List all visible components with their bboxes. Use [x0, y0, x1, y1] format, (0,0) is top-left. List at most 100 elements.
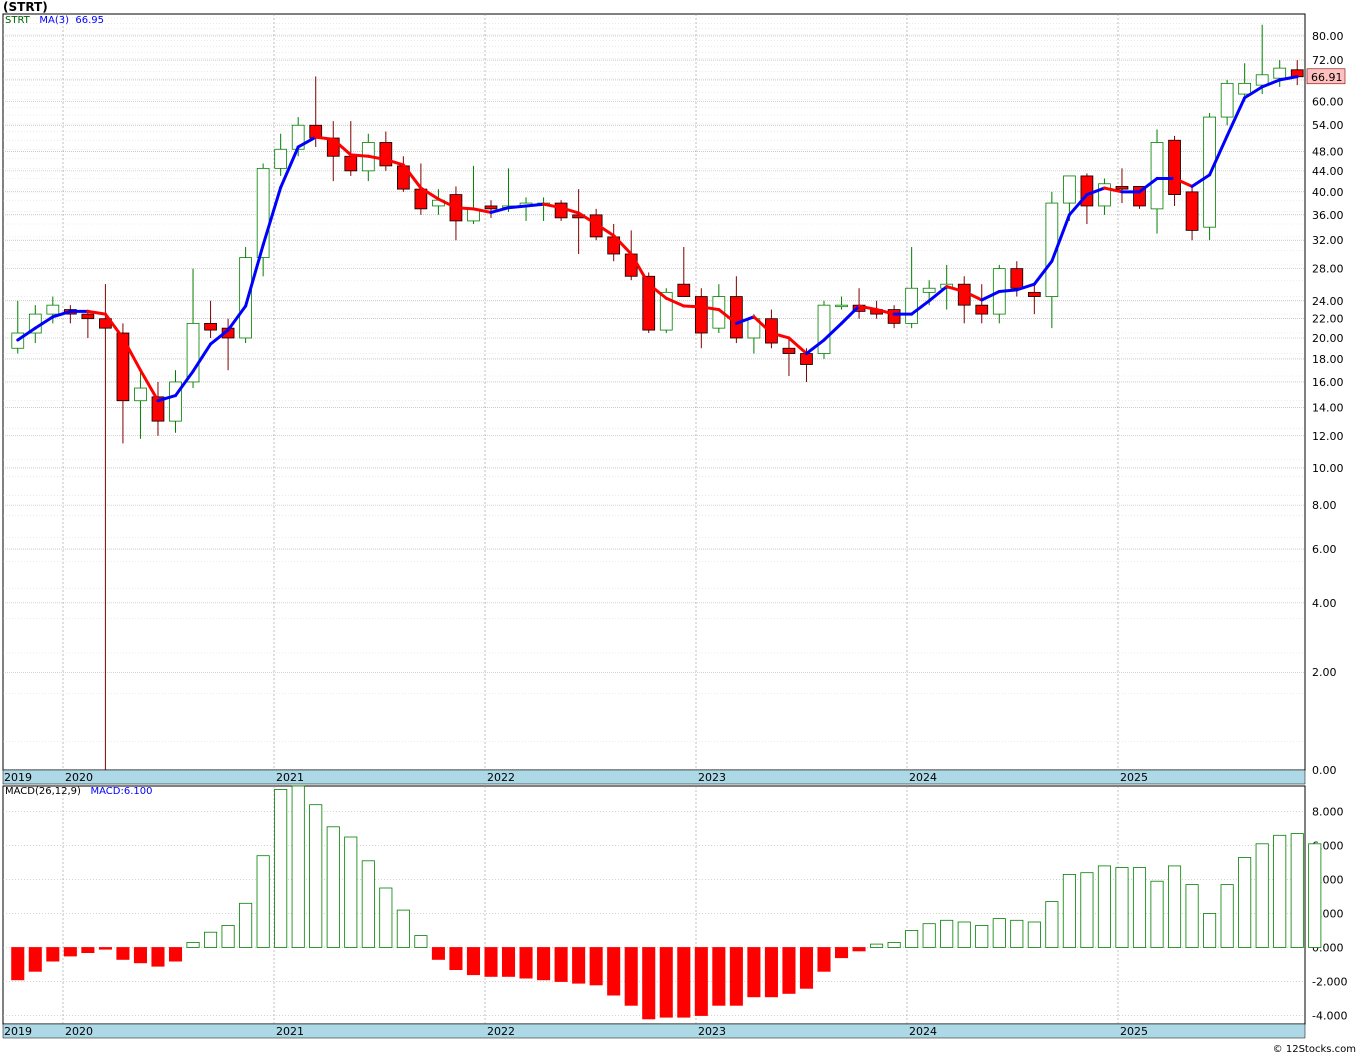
macd-x-tick-label: 2023 — [698, 1025, 726, 1038]
price-tick-label: 20.00 — [1312, 332, 1344, 345]
macd-bar — [326, 826, 340, 948]
price-tick-label: 44.00 — [1312, 165, 1344, 178]
price-legend: STRT MA(3) 66.95 — [5, 15, 104, 26]
candle-body — [1168, 139, 1181, 195]
price-tick-label: 4.00 — [1312, 597, 1337, 610]
price-x-axis-band — [2, 769, 1306, 785]
candle-body — [1220, 82, 1234, 118]
price-tick-label: 12.00 — [1312, 430, 1344, 443]
macd-bar — [799, 947, 814, 989]
macd-bar — [46, 947, 60, 962]
candle — [46, 296, 60, 324]
candle — [1273, 60, 1287, 87]
candle — [1185, 186, 1199, 241]
macd-bar — [817, 947, 831, 972]
ma-line-segment — [1278, 75, 1299, 82]
ma-legend-label: MA(3) — [39, 15, 69, 26]
macd-bar — [1080, 872, 1094, 948]
price-tick-label: 10.00 — [1312, 462, 1344, 475]
candle-body — [169, 381, 182, 422]
price-tick-label: 24.00 — [1312, 295, 1344, 308]
price-tick-label: 32.00 — [1312, 234, 1344, 247]
price-panel-frame — [2, 13, 1306, 771]
macd-bar — [466, 947, 481, 976]
price-tick-label: 0.00 — [1312, 764, 1337, 777]
ma-line-segment — [577, 211, 598, 226]
ma-line-segment — [980, 290, 1001, 302]
ma-line-segment — [927, 285, 949, 303]
macd-bar — [256, 855, 270, 948]
candle-body — [81, 313, 95, 320]
ma-line-segment — [875, 308, 896, 316]
macd-bar — [81, 947, 95, 953]
candle-body — [1063, 175, 1076, 204]
candle-body — [1185, 191, 1199, 231]
candle — [694, 288, 708, 349]
macd-bar — [98, 947, 112, 950]
candle — [659, 288, 673, 334]
macd-bar — [11, 947, 25, 981]
ma-line-segment — [156, 394, 178, 403]
candle-body — [677, 283, 691, 297]
ma-line-segment — [1015, 282, 1036, 292]
price-tick-label: 36.00 — [1312, 209, 1344, 222]
candle — [239, 247, 252, 344]
candle — [1115, 168, 1129, 204]
macd-bar — [624, 947, 638, 1006]
price-gridlines — [3, 17, 1305, 771]
candle-body — [46, 304, 60, 315]
candle — [204, 300, 217, 338]
candle-body — [782, 347, 796, 354]
candle-body — [1238, 82, 1252, 95]
macd-bar — [572, 947, 586, 984]
ma-line-segment — [86, 309, 107, 316]
macd-bar — [116, 947, 130, 960]
credit-label: © 12Stocks.com — [1272, 1044, 1356, 1055]
ma-line-segment — [962, 290, 984, 302]
macd-bar — [677, 947, 691, 1018]
macd-x-tick-label: 2020 — [65, 1025, 93, 1038]
macd-bar — [309, 804, 323, 948]
price-tick-label: 60.00 — [1312, 96, 1344, 109]
candle-body — [589, 214, 603, 238]
candle — [1220, 79, 1234, 126]
ma-line-segment — [524, 202, 546, 208]
price-tick-label: 80.00 — [1312, 30, 1344, 43]
ma-line-segment — [1208, 134, 1229, 177]
macd-bar — [449, 947, 463, 971]
ma-line-segment — [647, 282, 668, 300]
ma-line-segment — [191, 342, 213, 373]
candle-body — [116, 332, 130, 402]
ma-line-segment — [51, 309, 72, 319]
ma-line-segment — [279, 145, 300, 189]
candle — [975, 284, 989, 324]
price-tick-label: 40.00 — [1312, 186, 1344, 199]
macd-bar — [396, 909, 410, 948]
macd-bar — [1045, 901, 1059, 948]
macd-x-tick-label: 2022 — [487, 1025, 515, 1038]
ma-line-segment — [226, 304, 248, 332]
candle — [116, 323, 130, 444]
candle-body — [1255, 74, 1269, 86]
macd-bar — [834, 947, 849, 959]
macd-x-tick-label: 2019 — [4, 1025, 32, 1038]
macd-bar — [186, 942, 200, 948]
macd-bar — [1308, 843, 1322, 948]
ma-legend-value: 66.95 — [75, 15, 104, 26]
macd-bar — [484, 947, 498, 977]
macd-bar — [659, 947, 673, 1018]
ma-line-segment — [349, 153, 370, 158]
macd-legend-label: MACD(26,12,9) — [5, 786, 81, 797]
candle — [1255, 24, 1269, 95]
candle-body — [905, 287, 919, 324]
macd-tick-label: 8.000 — [1312, 806, 1344, 819]
ma-line-segment — [699, 305, 721, 312]
candle-body — [817, 304, 831, 354]
macd-bar — [204, 931, 218, 948]
macd-bar — [1168, 865, 1182, 948]
candle — [1238, 63, 1252, 102]
macd-bar — [975, 925, 989, 948]
ma-line-segment — [384, 158, 405, 167]
candle-body — [730, 296, 743, 339]
ma-line-segment — [174, 369, 195, 398]
